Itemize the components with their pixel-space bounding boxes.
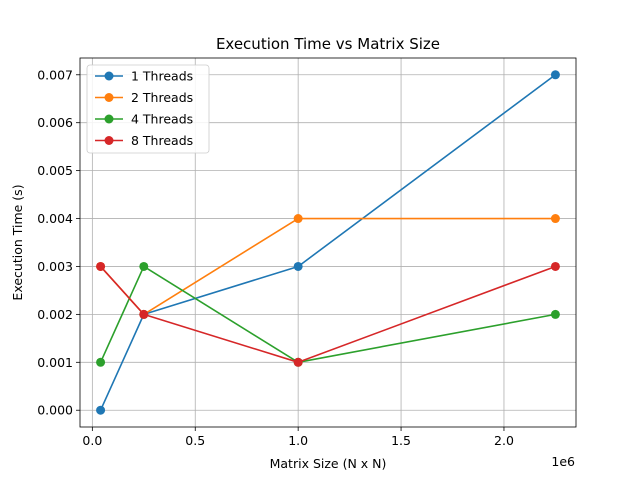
series-line — [99, 265, 556, 364]
plot-frame — [79, 57, 577, 428]
data-point — [293, 214, 303, 224]
x-tick-label: 1.5 — [391, 433, 411, 448]
legend-marker — [104, 136, 114, 145]
y-axis: 0.000 0.001 0.002 0.003 0.004 0.005 0.006 0.007 — [37, 67, 80, 418]
legend-label: 8 Threads — [131, 133, 193, 148]
legend-marker — [104, 93, 114, 102]
data-point — [550, 309, 560, 319]
y-tick-label: 0.000 — [37, 403, 73, 418]
data-point — [550, 261, 560, 271]
data-point — [293, 357, 303, 367]
x-axis-offset-label: 1e6 — [551, 454, 575, 469]
data-point — [550, 214, 560, 224]
x-axis-label: Matrix Size (N x N) — [270, 456, 387, 471]
legend-marker — [104, 71, 114, 81]
y-tick-label: 0.005 — [37, 163, 73, 178]
legend-label: 2 Threads — [131, 90, 193, 105]
legend-entry: 2 Threads — [95, 90, 193, 105]
data-point — [96, 261, 106, 271]
x-tick-label: 1.0 — [288, 433, 308, 448]
legend-marker — [104, 114, 114, 124]
y-axis-label: Execution Time (s) — [10, 184, 25, 300]
data-point — [550, 70, 560, 80]
legend-label: 1 Threads — [131, 69, 193, 84]
legend-box — [86, 64, 210, 154]
x-tick-label: 2.0 — [494, 433, 514, 448]
chart-title: Execution Time vs Matrix Size — [216, 35, 440, 53]
legend-entry: 8 Threads — [95, 133, 193, 148]
data-point — [293, 261, 303, 271]
x-axis: 0.0 0.5 1.0 1.5 2.0 — [82, 427, 514, 448]
y-tick-label: 0.002 — [37, 307, 73, 322]
x-tick-label: 0.5 — [185, 433, 205, 448]
y-tick-label: 0.004 — [37, 211, 73, 226]
y-tick-label: 0.001 — [37, 355, 73, 370]
legend-entry: 4 Threads — [95, 112, 193, 127]
legend: 1 Threads 2 Threads 4 Threads 8 Threads — [86, 64, 210, 154]
y-tick-label: 0.007 — [37, 67, 73, 82]
data-point — [96, 357, 106, 367]
series-line — [99, 265, 556, 364]
x-tick-label: 0.0 — [82, 433, 102, 448]
series-4 — [96, 261, 560, 367]
data-point — [96, 405, 106, 415]
series-group — [96, 70, 560, 415]
legend-entry: 1 Threads — [95, 69, 193, 84]
y-tick-label: 0.003 — [37, 259, 73, 274]
y-tick-label: 0.006 — [37, 115, 73, 130]
data-point — [139, 261, 149, 271]
series-line — [99, 74, 556, 411]
legend-label: 4 Threads — [131, 112, 193, 127]
data-point — [139, 309, 149, 319]
